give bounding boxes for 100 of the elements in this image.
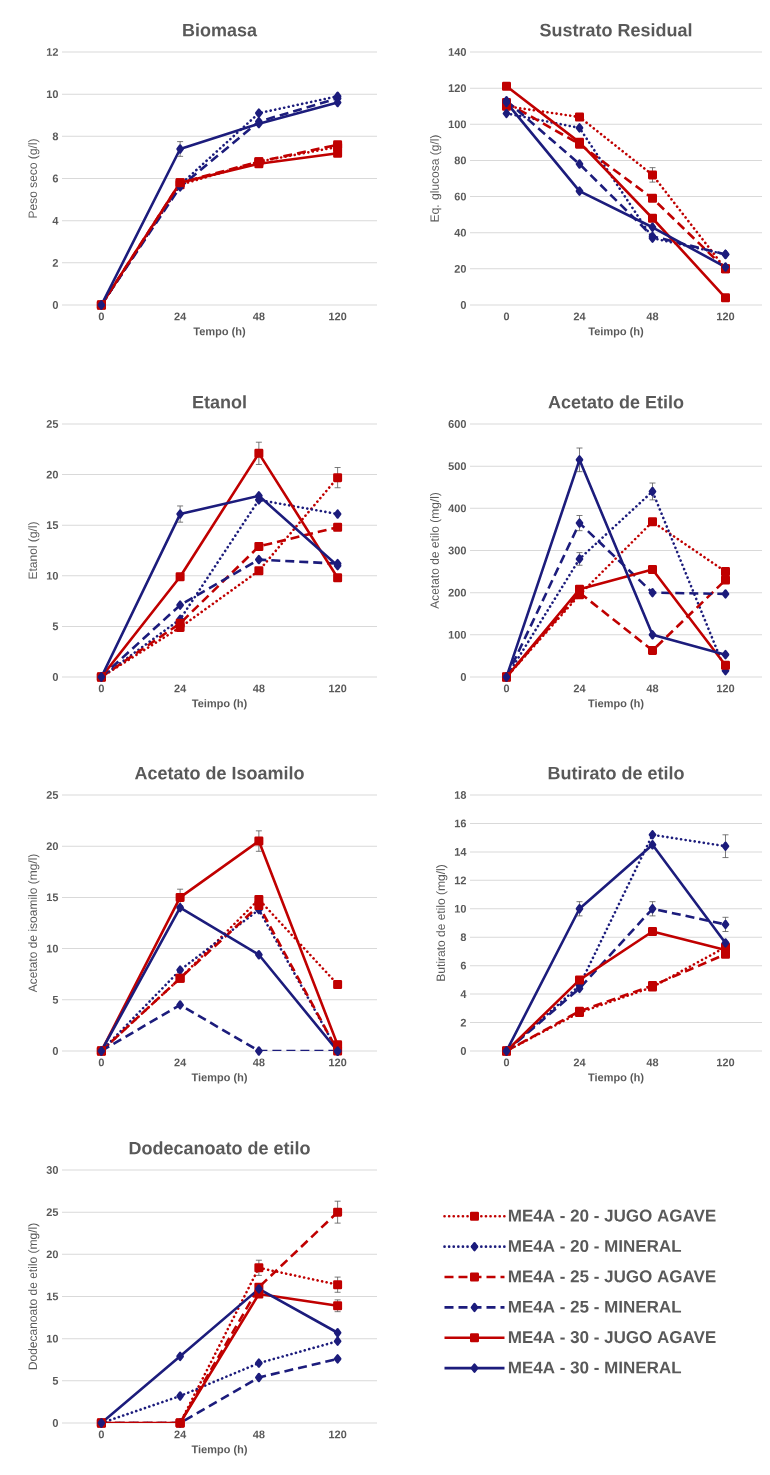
y-tick-label: 10 xyxy=(46,571,59,580)
y-tick-label: 100 xyxy=(448,630,467,639)
chart-title: Acetato de Etilo xyxy=(548,395,684,409)
legend-label: ME4A - 20 - MINERAL xyxy=(508,1239,682,1253)
y-tick-label: 12 xyxy=(454,876,467,885)
x-tick-label: 120 xyxy=(329,1058,347,1067)
legend-label: ME4A - 30 - JUGO AGAVE xyxy=(508,1331,716,1344)
x-tick-label: 0 xyxy=(98,1430,104,1439)
y-tick-label: 120 xyxy=(448,84,467,93)
x-tick-label: 120 xyxy=(717,1058,735,1067)
x-axis-title: Tiempo (h) xyxy=(191,1445,247,1456)
x-tick-label: 0 xyxy=(503,684,510,693)
y-tick-label: 0 xyxy=(460,301,467,309)
legend-label: ME4A - 25 - JUGO AGAVE xyxy=(508,1270,716,1283)
x-tick-label: 48 xyxy=(252,1058,265,1067)
x-tick-label: 120 xyxy=(717,312,735,321)
x-tick-label: 0 xyxy=(503,1058,510,1067)
y-tick-label: 200 xyxy=(448,588,467,597)
y-tick-label: 400 xyxy=(448,504,467,513)
y-tick-label: 10 xyxy=(46,1334,59,1343)
x-axis-title: Tiempo (h) xyxy=(588,699,644,710)
y-tick-label: 25 xyxy=(46,420,59,428)
y-tick-label: 8 xyxy=(460,933,467,942)
x-axis-title: Tiempo (h) xyxy=(191,1073,247,1084)
y-tick-label: 140 xyxy=(448,48,467,56)
x-tick-label: 48 xyxy=(252,1430,265,1439)
y-tick-label: 80 xyxy=(454,156,467,165)
chart-title: Sustrato Residual xyxy=(540,23,692,37)
y-tick-label: 0 xyxy=(460,673,467,681)
y-tick-label: 500 xyxy=(448,462,467,471)
x-tick-label: 0 xyxy=(98,1058,104,1067)
y-axis-title: Acetato de etilo (mg/l) xyxy=(430,492,442,609)
y-tick-label: 6 xyxy=(460,961,467,970)
legend-label: ME4A - 20 - JUGO AGAVE xyxy=(508,1209,716,1222)
y-tick-label: 2 xyxy=(52,259,59,267)
y-tick-label: 14 xyxy=(454,848,467,856)
y-axis-title: Peso seco (g/l) xyxy=(28,139,40,218)
y-tick-label: 10 xyxy=(46,944,59,953)
y-tick-label: 12 xyxy=(46,48,59,56)
y-tick-label: 30 xyxy=(46,1166,59,1174)
y-axis-title: Dodecanoato de etilo (mg/l) xyxy=(28,1223,40,1370)
y-tick-label: 0 xyxy=(52,301,59,309)
chart-title: Butirato de etilo xyxy=(548,766,684,780)
x-tick-label: 24 xyxy=(174,312,187,321)
x-tick-label: 48 xyxy=(646,312,659,321)
x-tick-label: 120 xyxy=(717,684,735,693)
x-tick-label: 48 xyxy=(252,312,265,321)
y-axis-title: Eq. glucosa (g/l) xyxy=(430,135,442,222)
y-tick-label: 600 xyxy=(448,420,467,428)
y-tick-label: 0 xyxy=(52,673,59,681)
chart-title: Dodecanoato de etilo xyxy=(129,1141,310,1155)
x-tick-label: 120 xyxy=(329,1430,347,1439)
y-tick-label: 0 xyxy=(460,1047,467,1055)
y-tick-label: 6 xyxy=(52,174,59,183)
x-tick-label: 24 xyxy=(174,1430,187,1439)
y-tick-label: 100 xyxy=(448,120,467,129)
y-tick-label: 4 xyxy=(460,990,467,998)
x-tick-label: 120 xyxy=(329,312,347,321)
y-tick-label: 25 xyxy=(46,791,59,799)
x-axis-title: Teimpo (h) xyxy=(191,699,247,710)
x-axis-title: Teimpo (h) xyxy=(588,327,644,338)
y-tick-label: 20 xyxy=(46,470,59,479)
y-tick-label: 8 xyxy=(52,132,59,141)
x-tick-label: 0 xyxy=(98,684,104,693)
x-tick-label: 48 xyxy=(252,684,265,693)
y-tick-label: 20 xyxy=(46,842,59,851)
x-tick-label: 24 xyxy=(573,684,586,693)
y-tick-label: 25 xyxy=(46,1208,59,1217)
y-axis-title: Acetato de isoamilo (mg/l) xyxy=(28,854,40,993)
y-tick-label: 20 xyxy=(454,264,467,273)
y-tick-label: 18 xyxy=(454,791,467,799)
chart-title: Biomasa xyxy=(183,23,258,37)
y-tick-label: 15 xyxy=(46,1292,59,1301)
y-tick-label: 0 xyxy=(52,1419,59,1427)
y-tick-label: 0 xyxy=(52,1047,59,1055)
x-tick-label: 48 xyxy=(646,1058,659,1067)
y-tick-label: 10 xyxy=(46,90,59,99)
x-tick-label: 0 xyxy=(503,312,510,321)
y-tick-label: 60 xyxy=(454,192,467,201)
y-tick-label: 15 xyxy=(46,893,59,902)
y-axis-title: Butirato de etilo (mg/l) xyxy=(436,865,448,981)
chart-title: Etanol xyxy=(193,395,246,409)
y-tick-label: 10 xyxy=(454,904,467,913)
y-tick-label: 4 xyxy=(52,216,59,225)
legend-label: ME4A - 25 - MINERAL xyxy=(508,1300,682,1313)
y-tick-label: 2 xyxy=(460,1018,467,1027)
y-tick-label: 5 xyxy=(52,1376,59,1385)
legend-label: ME4A - 30 - MINERAL xyxy=(508,1361,682,1374)
y-tick-label: 40 xyxy=(454,228,467,237)
x-tick-label: 24 xyxy=(573,312,586,321)
x-tick-label: 0 xyxy=(98,312,104,321)
y-axis-title: Etanol (g/l) xyxy=(28,522,40,579)
y-tick-label: 15 xyxy=(46,521,59,530)
y-tick-label: 16 xyxy=(454,819,467,828)
chart-title: Acetato de Isoamilo xyxy=(134,766,304,780)
x-tick-label: 24 xyxy=(174,1058,187,1067)
y-tick-label: 300 xyxy=(448,546,467,555)
y-tick-label: 20 xyxy=(46,1250,59,1259)
x-tick-label: 24 xyxy=(573,1058,586,1067)
y-tick-label: 5 xyxy=(52,622,59,631)
